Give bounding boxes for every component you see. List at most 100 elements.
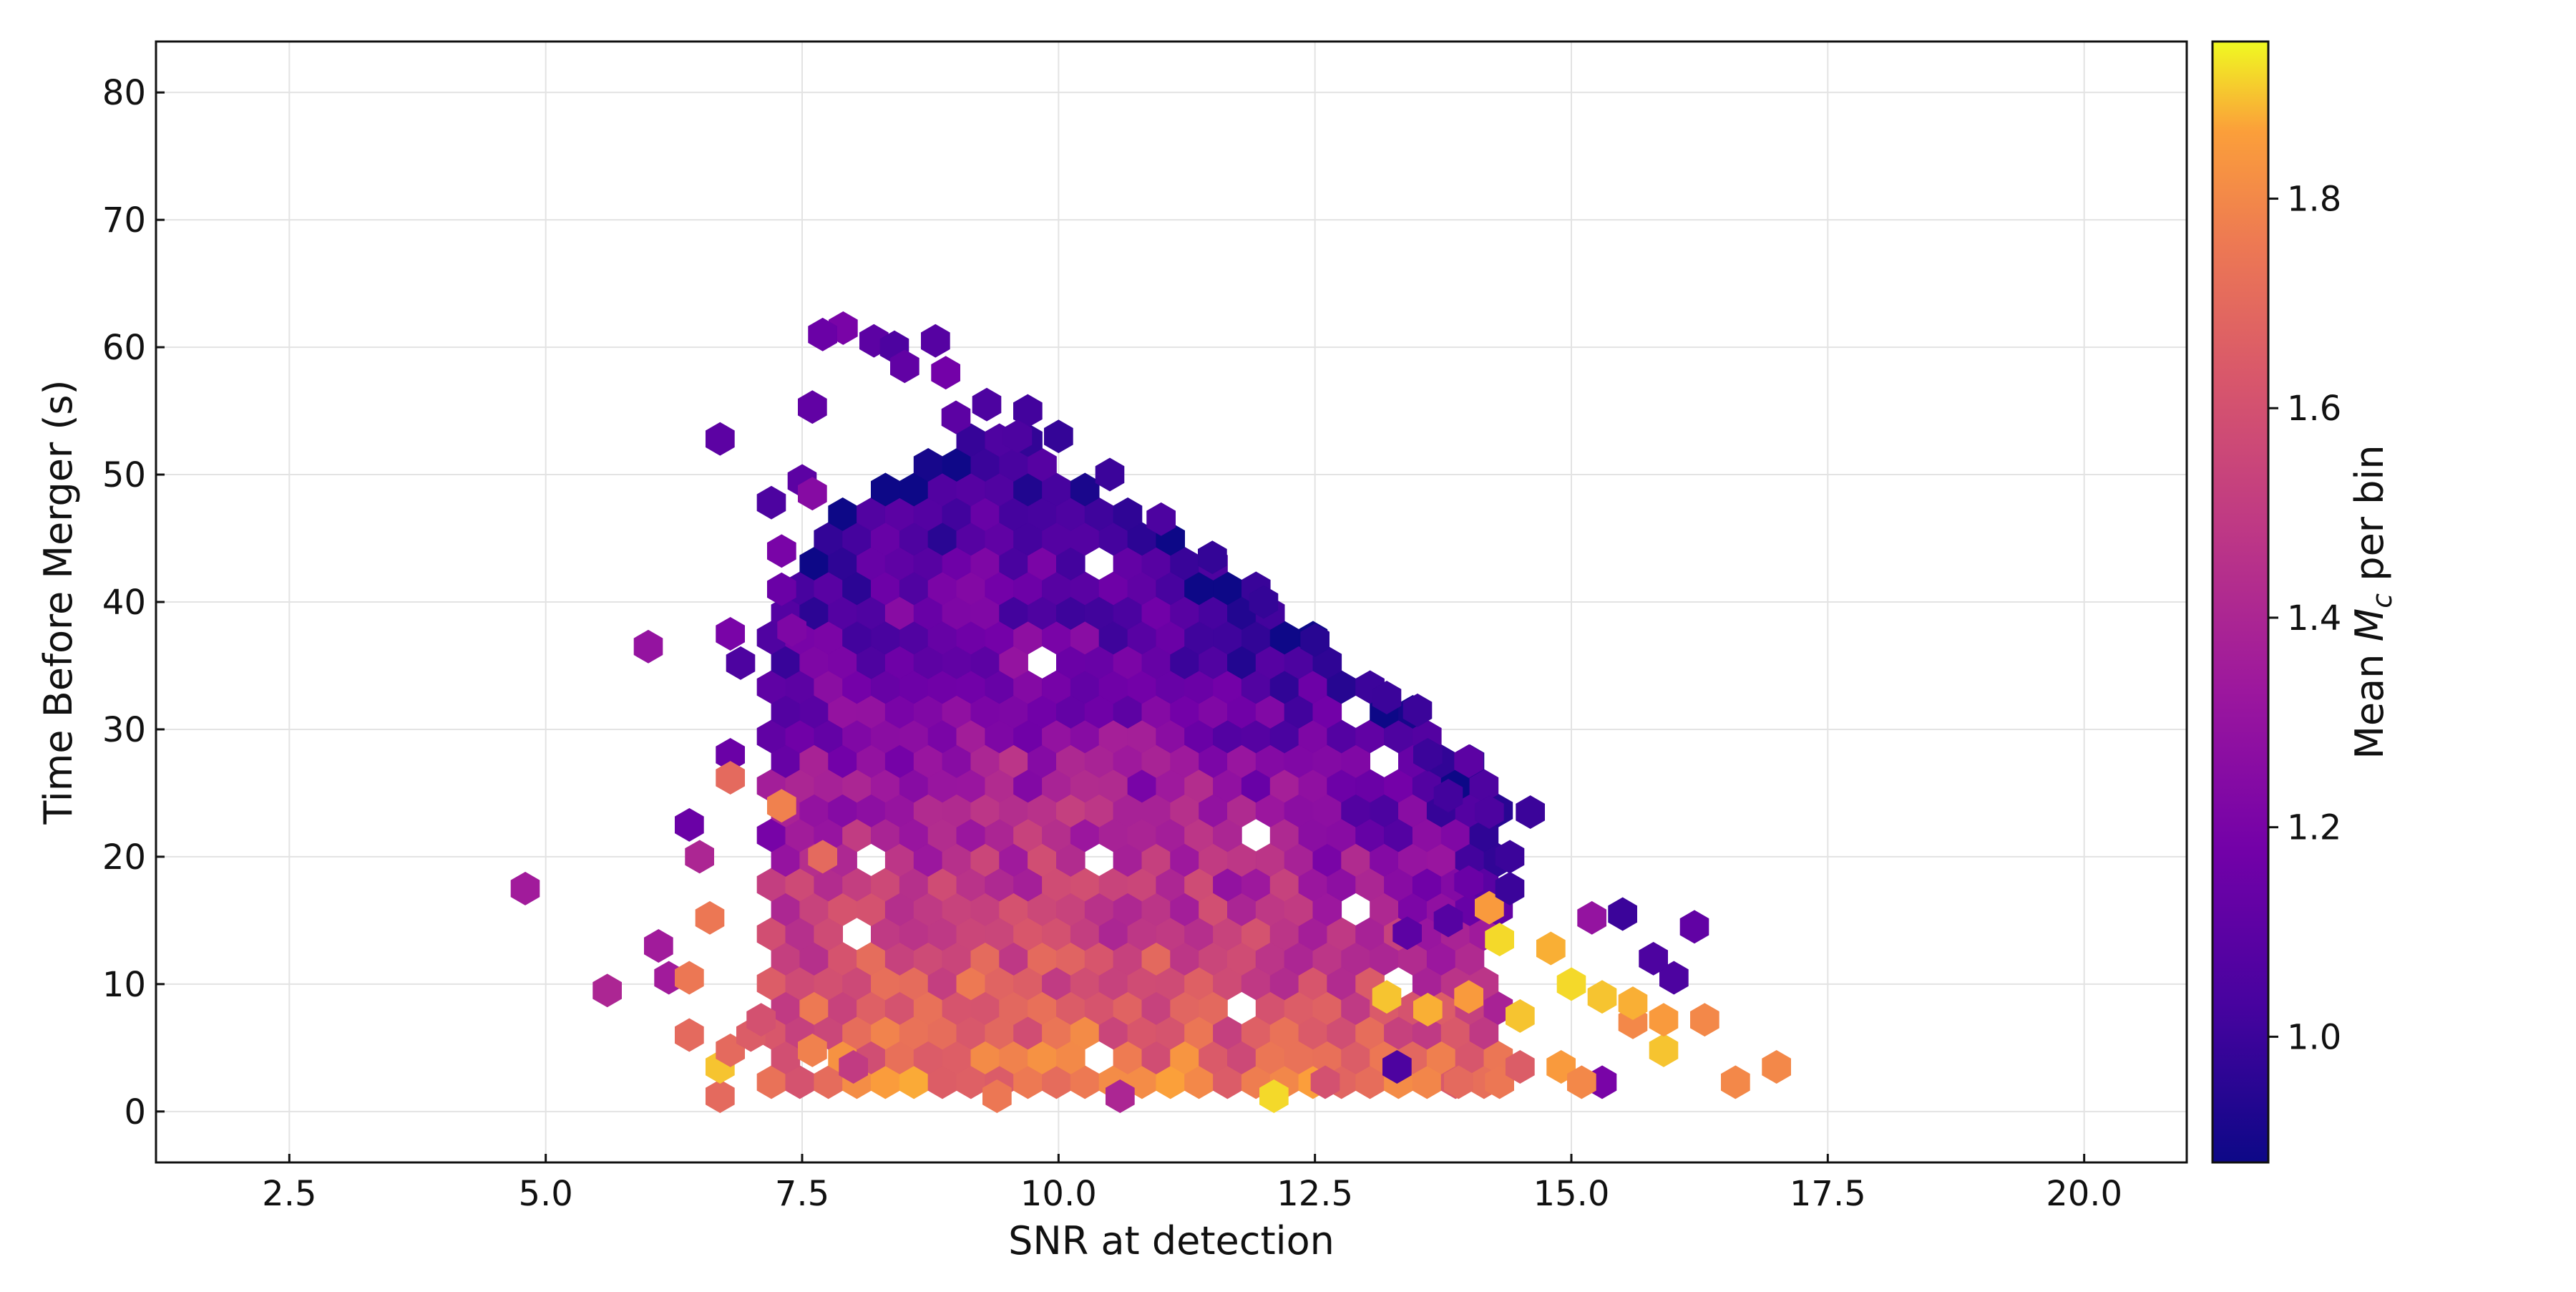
hexbin-cell xyxy=(716,761,745,795)
x-tick-label: 15.0 xyxy=(1533,1174,1610,1214)
hexbin-cell xyxy=(1454,980,1483,1014)
colorbar-tick-label: 1.0 xyxy=(2287,1017,2341,1057)
colorbar-ticks: 1.0 1.2 1.4 1.6 1.8 xyxy=(2268,180,2341,1057)
hexbin-cell xyxy=(1198,540,1227,575)
colorbar-tick-label: 1.6 xyxy=(2287,389,2341,429)
x-axis-label: SNR at detection xyxy=(1008,1218,1335,1263)
hexbin-cell xyxy=(685,840,714,874)
hexbin-cell xyxy=(1506,1050,1535,1084)
hexbin-cell xyxy=(808,317,837,351)
hexbin-cell xyxy=(1454,744,1483,778)
x-tick-label: 2.5 xyxy=(262,1174,316,1214)
hexbin-cell xyxy=(1536,931,1566,966)
hexbin-cell xyxy=(1413,993,1443,1026)
hexbin-cell xyxy=(1146,502,1176,536)
hexbin-cell xyxy=(1495,871,1525,905)
y-tick-label: 40 xyxy=(102,583,146,623)
hexbin-cell xyxy=(1392,916,1422,951)
y-tick-label: 0 xyxy=(124,1092,146,1132)
hexbin-cell xyxy=(746,1003,776,1037)
hexbin-cell xyxy=(1567,1065,1596,1099)
x-tick-label: 5.0 xyxy=(518,1174,572,1214)
hexbin-cell xyxy=(1113,497,1143,531)
hexbin-cell xyxy=(1506,999,1535,1033)
y-tick-label: 50 xyxy=(102,455,146,495)
hexbin-cell xyxy=(1639,941,1668,976)
hexbin-cell xyxy=(1649,1033,1679,1067)
y-tick-label: 20 xyxy=(102,837,146,878)
hexbin-cell xyxy=(726,646,756,680)
hexbin-cell xyxy=(972,387,1002,422)
hexbin-cell xyxy=(1485,923,1514,957)
hexbin-cell xyxy=(1618,986,1648,1021)
hexbin-cell xyxy=(716,617,745,651)
hexbin-cell xyxy=(1587,980,1617,1014)
x-tick-label: 12.5 xyxy=(1277,1174,1353,1214)
hexbin-cell xyxy=(839,1050,868,1084)
hexbin-cell xyxy=(1044,419,1073,454)
hexbin-cell xyxy=(675,807,704,842)
hexbin-cell xyxy=(1516,795,1545,830)
hexbin-cell xyxy=(767,789,796,823)
y-tick-label: 70 xyxy=(102,200,146,241)
hexbin-cell xyxy=(1454,865,1483,899)
x-tick-label: 20.0 xyxy=(2046,1174,2122,1214)
colorbar-tick-label: 1.4 xyxy=(2287,598,2341,638)
hexbin-cell xyxy=(706,422,735,456)
hexbin-cell xyxy=(1106,1079,1135,1113)
x-tick-label: 10.0 xyxy=(1020,1174,1097,1214)
hexbin-cell xyxy=(675,961,704,995)
hexbin-cell xyxy=(931,356,960,390)
colorbar-tick-label: 1.8 xyxy=(2287,180,2341,220)
colorbar-label-prefix: Mean xyxy=(2347,641,2392,759)
y-tick-label: 30 xyxy=(102,710,146,750)
colorbar-label: Mean Mc per bin xyxy=(2347,445,2398,759)
colorbar-label-symbol: M xyxy=(2347,608,2392,642)
hexbin-cell xyxy=(798,390,827,424)
hexbin-cell xyxy=(1433,903,1463,938)
hexbin-cell xyxy=(767,534,796,568)
hexbin-cell xyxy=(592,973,622,1008)
colorbar xyxy=(2211,40,2270,1164)
y-axis-label: Time Before Merger (s) xyxy=(36,379,81,825)
colorbar-label-suffix: per bin xyxy=(2347,445,2392,593)
hexbin-cell xyxy=(1310,1065,1340,1099)
hexbin-cell xyxy=(798,1033,827,1067)
hexbin-cell xyxy=(1382,1050,1412,1084)
colorbar-label-subscript: c xyxy=(2366,593,2398,608)
colorbar-tick-label: 1.2 xyxy=(2287,808,2341,848)
hexbin-cell xyxy=(1608,897,1637,931)
hexbin-cell xyxy=(1475,795,1504,830)
hexbin-cell xyxy=(982,1079,1012,1113)
hexbin-cells xyxy=(510,311,1791,1113)
hexbin-cell xyxy=(941,400,971,434)
hexbin-cell xyxy=(1690,1003,1719,1037)
hexbin-cell xyxy=(644,929,673,963)
x-tick-label: 7.5 xyxy=(775,1174,829,1214)
hexbin-cell xyxy=(633,629,663,664)
hexbin-cell xyxy=(510,871,540,905)
hexbin-cell xyxy=(1413,738,1443,772)
hexbin-cell xyxy=(1495,840,1525,874)
hexbin-cell xyxy=(675,1018,704,1052)
hexbin-cell xyxy=(1444,1065,1473,1099)
hexbin-cell xyxy=(1721,1065,1750,1099)
hexbin-cell xyxy=(1649,1003,1679,1037)
hexbin-cell xyxy=(1577,900,1606,935)
hexbin-cell xyxy=(808,840,837,874)
hexbin-cell xyxy=(1372,980,1402,1014)
hexbin-cell xyxy=(1002,419,1033,454)
hexbin-cell xyxy=(1372,681,1402,714)
y-axis-ticks: 0 10 20 30 40 50 60 70 80 xyxy=(102,73,165,1132)
hexbin-cell xyxy=(1300,623,1330,657)
hexbin-cell xyxy=(1249,585,1279,619)
x-tick-label: 17.5 xyxy=(1790,1174,1866,1214)
hexbin-cell xyxy=(1095,457,1125,492)
x-axis-ticks: 2.5 5.0 7.5 10.0 12.5 15.0 17.5 20.0 xyxy=(262,1154,2122,1214)
hexbin-cell xyxy=(1402,693,1433,727)
hexbin-cell xyxy=(1259,1079,1289,1113)
y-tick-label: 80 xyxy=(102,73,146,113)
hexbin-cell xyxy=(1679,910,1709,944)
